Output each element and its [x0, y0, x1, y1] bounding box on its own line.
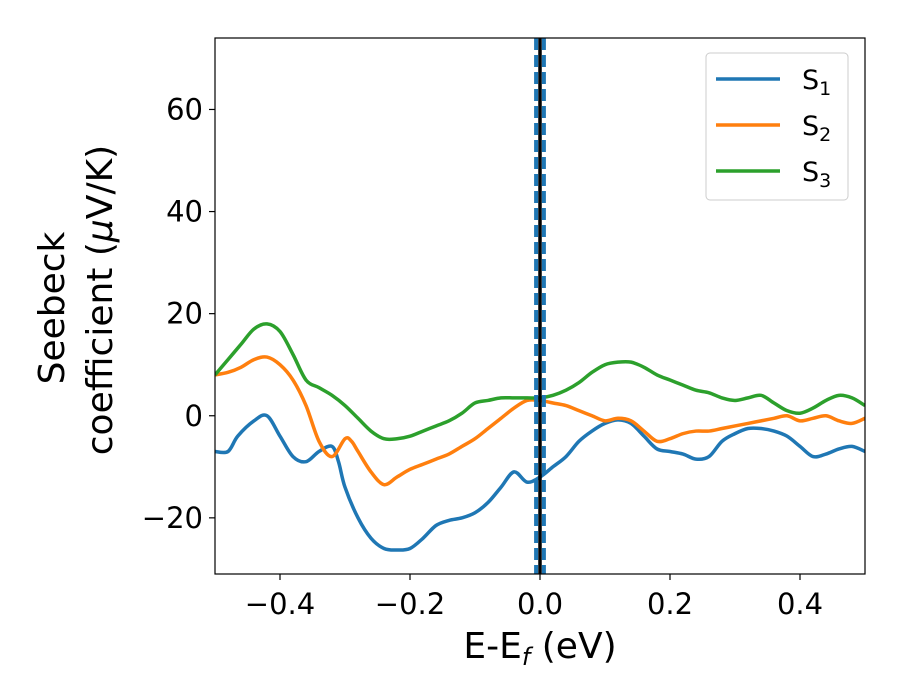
- x-tick-label: −0.2: [375, 587, 445, 621]
- series-line-s1: [215, 413, 865, 552]
- x-tick-label: 0.2: [647, 587, 693, 621]
- y-axis-label-line2-pre: coefficient (: [80, 242, 121, 455]
- y-tick-label: 40: [166, 195, 203, 229]
- plot-content: [215, 38, 865, 574]
- y-axis-label-line2-post: V/K): [80, 145, 121, 219]
- x-tick-label: 0.0: [517, 587, 563, 621]
- x-tick-label: 0.4: [777, 587, 823, 621]
- legend-label-s1: S1: [802, 65, 831, 100]
- y-tick-label: 60: [166, 92, 203, 126]
- x-axis-label-unit: (eV): [530, 626, 616, 667]
- legend: S1 S2 S3: [705, 52, 849, 201]
- x-tick-label: −0.4: [245, 587, 315, 621]
- y-axis-label-mu: μ: [80, 219, 121, 243]
- legend-label-s2: S2: [802, 111, 831, 146]
- x-axis-label-main: E-E: [463, 626, 521, 667]
- axis-ticks: −0.4 −0.2 0.0 0.2 0.4 −20 0 20 40 60: [142, 92, 823, 621]
- y-tick-label: −20: [142, 501, 203, 535]
- series-line-s2: [215, 355, 865, 487]
- y-tick-label: 0: [185, 399, 203, 433]
- x-axis-label: E-Ef (eV): [463, 626, 616, 671]
- legend-label-s3: S3: [802, 157, 831, 192]
- y-axis-label-line1: Seebeck: [32, 231, 73, 384]
- y-axis-label-line2: coefficient (μV/K): [80, 145, 121, 455]
- y-tick-label: 20: [166, 297, 203, 331]
